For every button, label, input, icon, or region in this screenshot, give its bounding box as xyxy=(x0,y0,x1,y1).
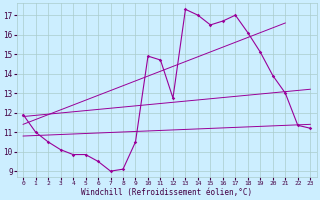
X-axis label: Windchill (Refroidissement éolien,°C): Windchill (Refroidissement éolien,°C) xyxy=(81,188,252,197)
